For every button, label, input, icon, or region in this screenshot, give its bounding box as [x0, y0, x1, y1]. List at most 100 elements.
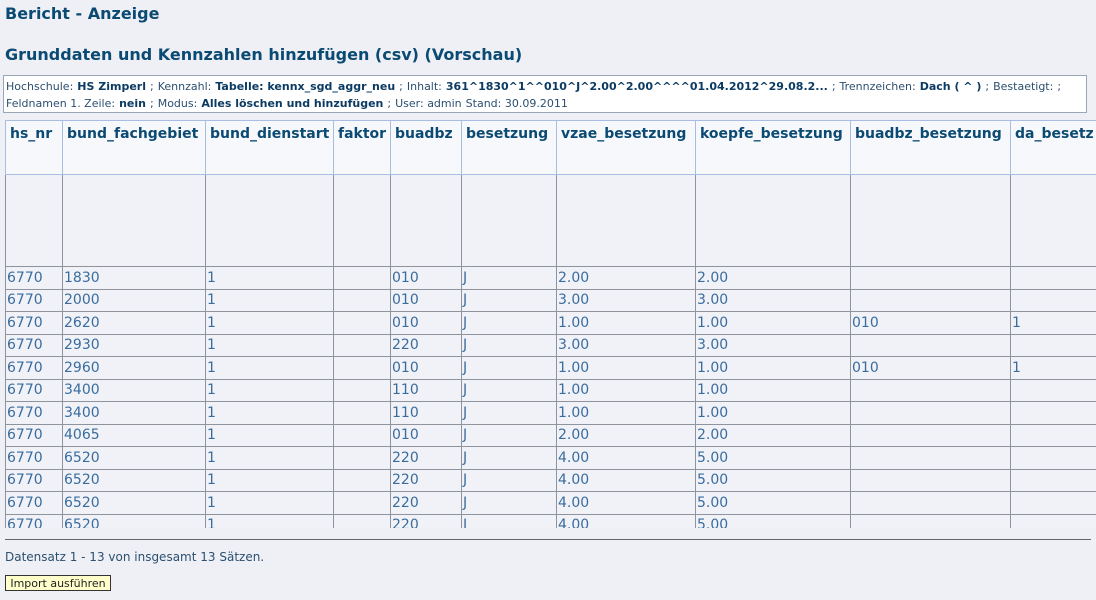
info-value: Alles löschen und hinzufügen: [201, 97, 384, 110]
blank-cell: [461, 174, 557, 267]
column-header: buadbz_besetzung: [850, 120, 1011, 175]
table-cell: 220: [390, 333, 462, 357]
table-cell: J: [461, 333, 557, 357]
table-cell: 4.00: [556, 468, 696, 492]
table-cell: [333, 401, 391, 425]
table-cell: 220: [390, 468, 462, 492]
table-cell: [850, 513, 1011, 528]
table-cell: 6770: [5, 311, 63, 335]
table-row: 6770 6520 1 220 J 4.00 5.00: [5, 513, 1096, 528]
table-cell: 3.00: [695, 333, 851, 357]
table-cell: 1: [205, 266, 334, 290]
table-cell: 220: [390, 513, 462, 528]
table-cell: 6770: [5, 356, 63, 380]
page-title: Bericht - Anzeige: [5, 4, 160, 23]
table-cell: [1010, 446, 1096, 470]
table-cell: 2960: [62, 356, 206, 380]
table-cell: J: [461, 311, 557, 335]
table-cell: [850, 491, 1011, 515]
info-label: ;: [399, 80, 403, 93]
table-cell: 6520: [62, 513, 206, 528]
table-cell: 6770: [5, 446, 63, 470]
table-cell: 6770: [5, 378, 63, 402]
table-cell: J: [461, 356, 557, 380]
info-label: ;: [831, 80, 836, 93]
column-header: buadbz: [390, 120, 462, 175]
table-cell: 1.00: [556, 311, 696, 335]
table-cell: 1.00: [695, 401, 851, 425]
table-cell: 2.00: [556, 266, 696, 290]
table-cell: J: [461, 378, 557, 402]
blank-cell: [205, 174, 334, 267]
table-cell: [333, 288, 391, 312]
info-label: User: admin: [395, 97, 462, 110]
table-cell: [850, 288, 1011, 312]
table-cell: 010: [390, 356, 462, 380]
table-cell: [333, 333, 391, 357]
info-line: Hochschule: HS Zimperl; Kennzahl: Tabelle: …: [6, 78, 1084, 95]
info-value: Dach ( ^ ): [919, 80, 982, 93]
header-row: hs_nr bund_fachgebiet bund_dienstart faktor…: [5, 120, 1096, 175]
table-cell: 3.00: [556, 288, 696, 312]
table-cell: 4.00: [556, 446, 696, 470]
import-button[interactable]: Import ausführen: [5, 575, 111, 591]
info-box: Hochschule: HS Zimperl; Kennzahl: Tabelle: …: [3, 75, 1087, 113]
table-cell: [1010, 288, 1096, 312]
table-cell: 5.00: [695, 491, 851, 515]
table-row: 6770 2000 1 010 J 3.00 3.00: [5, 288, 1096, 312]
table-cell: J: [461, 446, 557, 470]
divider: [5, 539, 1091, 540]
table-cell: 1.00: [556, 378, 696, 402]
column-header: koepfe_besetzung: [695, 120, 851, 175]
info-label: ;: [149, 80, 154, 93]
table-cell: 6770: [5, 266, 63, 290]
table-cell: J: [461, 491, 557, 515]
info-label: Hochschule:: [6, 80, 74, 93]
table-cell: 6770: [5, 468, 63, 492]
table-cell: J: [461, 513, 557, 528]
info-value: 361^1830^1^^010^J^2.00^2.00^^^^01.04.201…: [445, 80, 828, 93]
table-cell: 1: [205, 288, 334, 312]
table-cell: [1010, 513, 1096, 528]
table-cell: 6770: [5, 423, 63, 447]
table-cell: [1010, 491, 1096, 515]
table-cell: 6770: [5, 491, 63, 515]
table-cell: [1010, 378, 1096, 402]
info-label: Bestaetigt:: [993, 80, 1054, 93]
blank-cell: [390, 174, 462, 267]
table-cell: 1.00: [695, 356, 851, 380]
column-header: bund_dienstart: [205, 120, 334, 175]
table-cell: 1: [205, 378, 334, 402]
info-label: Stand: 30.09.2011: [465, 97, 568, 110]
table-cell: [333, 423, 391, 447]
table-cell: 2930: [62, 333, 206, 357]
info-value: Tabelle: kennx_sgd_aggr_neu: [215, 80, 396, 93]
table-row: 6770 2930 1 220 J 3.00 3.00: [5, 333, 1096, 357]
table-body: 6770 1830 1 010 J 2.00 2.00 6770 2000 1 010 J 3.00 3.…: [5, 174, 1096, 528]
table-cell: 110: [390, 378, 462, 402]
table-cell: 2620: [62, 311, 206, 335]
table-row: 6770 6520 1 220 J 4.00 5.00: [5, 446, 1096, 470]
blank-cell: [5, 174, 63, 267]
table-row: 6770 6520 1 220 J 4.00 5.00: [5, 491, 1096, 515]
info-label: ;: [149, 97, 154, 110]
table-cell: J: [461, 468, 557, 492]
table-cell: [1010, 266, 1096, 290]
table-cell: 5.00: [695, 446, 851, 470]
table-cell: 1: [1010, 311, 1096, 335]
table-row: 6770 2620 1 010 J 1.00 1.00 010 1: [5, 311, 1096, 335]
table-cell: [1010, 468, 1096, 492]
info-value: nein: [119, 97, 146, 110]
table-cell: 010: [850, 356, 1011, 380]
table-cell: J: [461, 288, 557, 312]
table-cell: 1.00: [695, 311, 851, 335]
preview-table: hs_nr bund_fachgebiet bund_dienstart faktor…: [5, 120, 1096, 528]
page-subtitle: Grunddaten und Kennzahlen hinzufügen (cs…: [5, 45, 523, 64]
table-cell: 1.00: [556, 356, 696, 380]
table-cell: 010: [390, 311, 462, 335]
column-header: faktor: [333, 120, 391, 175]
info-label: ;: [387, 97, 392, 110]
table-cell: [333, 266, 391, 290]
info-label: Trennzeichen:: [839, 80, 916, 93]
table-cell: 6770: [5, 401, 63, 425]
